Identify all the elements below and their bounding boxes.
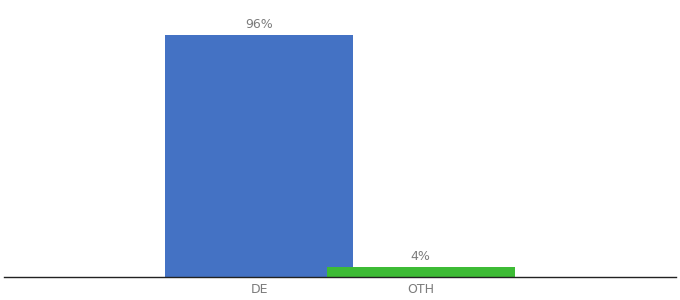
Text: 4%: 4% [411,250,430,263]
Bar [165,34,354,277]
Text: 96%: 96% [245,18,273,31]
Bar [326,267,515,277]
